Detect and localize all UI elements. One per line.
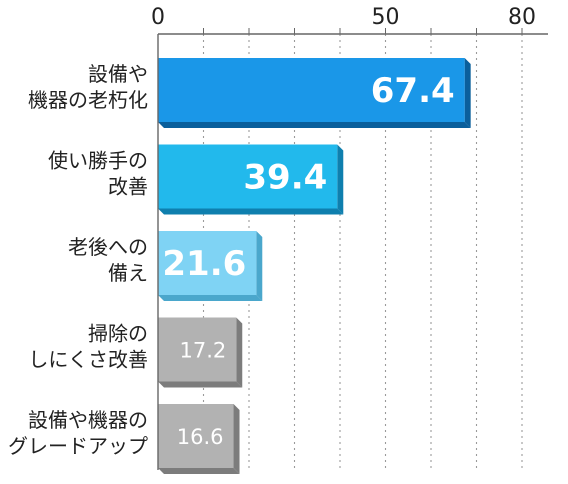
bar xyxy=(158,144,338,209)
bar-value-label: 17.2 xyxy=(179,339,226,363)
bar-side xyxy=(337,144,344,215)
category-labels: 設備や機器の老朽化使い勝手の改善老後への備え掃除のしにくさ改善設備や機器のグレー… xyxy=(8,62,148,458)
axes xyxy=(157,28,548,470)
tick-labels: 0 50 80 xyxy=(151,5,536,30)
category-label: 備え xyxy=(108,261,148,285)
category-label: 改善 xyxy=(108,175,148,199)
bar-bottom xyxy=(158,468,240,474)
bar-side xyxy=(233,404,240,474)
category-label: グレードアップ xyxy=(8,434,148,458)
bar-value-label: 39.4 xyxy=(243,158,327,198)
bar-value-label: 67.4 xyxy=(371,71,455,111)
bar-side xyxy=(464,58,471,128)
category-label: しにくさ改善 xyxy=(28,348,148,372)
bar-bottom xyxy=(158,208,344,215)
tick-label: 50 xyxy=(372,5,400,30)
bar-side xyxy=(236,317,243,388)
bar xyxy=(158,58,465,122)
category-label: 使い勝手の xyxy=(48,149,148,173)
category-label: 掃除の xyxy=(88,322,148,346)
bar-side xyxy=(256,231,263,301)
bar-bottom xyxy=(158,295,263,301)
tick-label: 0 xyxy=(151,5,165,30)
bar xyxy=(158,231,257,295)
tick-label: 80 xyxy=(508,5,536,30)
category-label: 設備や機器の xyxy=(28,408,148,432)
category-label: 老後への xyxy=(68,235,148,259)
category-label: 機器の老朽化 xyxy=(28,88,148,112)
bar xyxy=(158,404,234,468)
category-label: 設備や xyxy=(88,62,148,86)
bar-value-label: 16.6 xyxy=(177,425,224,449)
bar-bottom xyxy=(158,381,243,388)
bar xyxy=(158,317,237,382)
bar-bottom xyxy=(158,122,471,128)
bar-value-label: 21.6 xyxy=(162,244,246,284)
bars: 67.4 39.4 21.6 17.2 16.6 xyxy=(158,58,471,474)
